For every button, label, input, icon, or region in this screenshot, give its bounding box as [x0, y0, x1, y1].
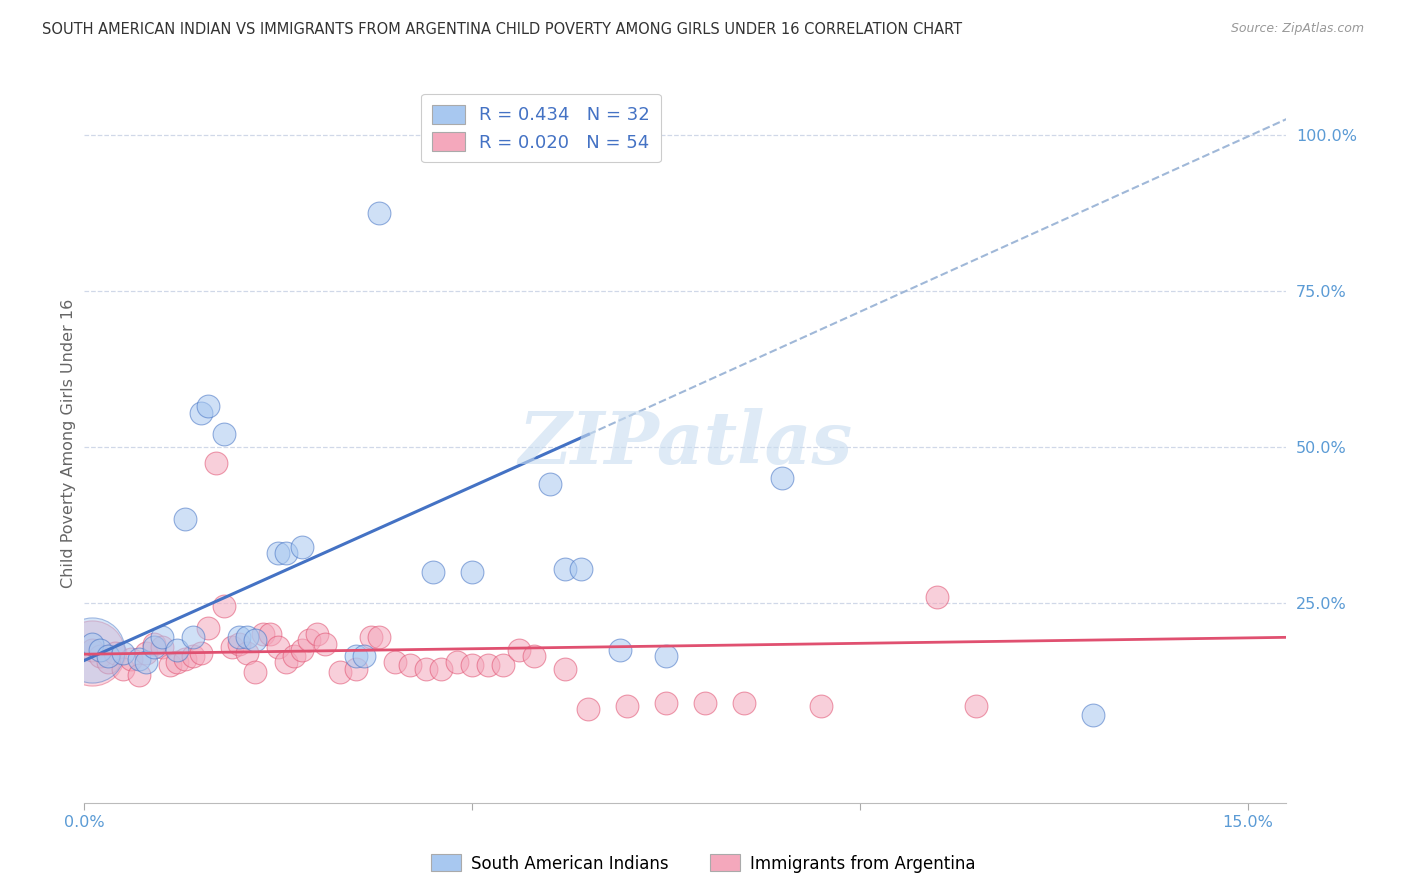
Point	[212, 599, 235, 614]
Point	[89, 649, 111, 664]
Point	[120, 652, 142, 666]
Point	[344, 662, 367, 676]
Point	[569, 562, 592, 576]
Point	[384, 655, 406, 669]
Point	[927, 590, 949, 604]
Point	[197, 400, 219, 414]
Point	[236, 631, 259, 645]
Point	[128, 667, 150, 682]
Point	[228, 637, 250, 651]
Point	[205, 456, 228, 470]
Point	[298, 633, 321, 648]
Point	[693, 696, 716, 710]
Legend: R = 0.434   N = 32, R = 0.020   N = 54: R = 0.434 N = 32, R = 0.020 N = 54	[422, 94, 661, 162]
Point	[267, 546, 290, 560]
Point	[143, 640, 166, 654]
Point	[461, 658, 484, 673]
Point	[329, 665, 352, 679]
Point	[655, 696, 678, 710]
Point	[415, 662, 437, 676]
Point	[492, 658, 515, 673]
Point	[150, 631, 173, 645]
Point	[344, 649, 367, 664]
Point	[422, 565, 444, 579]
Point	[221, 640, 243, 654]
Text: Source: ZipAtlas.com: Source: ZipAtlas.com	[1230, 22, 1364, 36]
Point	[128, 652, 150, 666]
Point	[97, 655, 120, 669]
Point	[554, 562, 576, 576]
Point	[166, 655, 188, 669]
Point	[82, 643, 104, 657]
Point	[212, 427, 235, 442]
Point	[353, 649, 375, 664]
Point	[159, 658, 181, 673]
Point	[461, 565, 484, 579]
Point	[135, 646, 157, 660]
Point	[290, 643, 312, 657]
Point	[274, 546, 297, 560]
Point	[135, 655, 157, 669]
Point	[243, 633, 266, 648]
Text: 0.0%: 0.0%	[65, 815, 104, 830]
Point	[252, 627, 274, 641]
Legend: South American Indians, Immigrants from Argentina: South American Indians, Immigrants from …	[425, 847, 981, 880]
Text: ZIPatlas: ZIPatlas	[519, 409, 852, 479]
Point	[82, 637, 104, 651]
Point	[112, 662, 135, 676]
Point	[174, 512, 197, 526]
Point	[267, 640, 290, 654]
Point	[166, 643, 188, 657]
Text: 15.0%: 15.0%	[1222, 815, 1274, 830]
Point	[283, 649, 305, 664]
Point	[508, 643, 530, 657]
Point	[190, 406, 212, 420]
Point	[733, 696, 755, 710]
Y-axis label: Child Poverty Among Girls Under 16: Child Poverty Among Girls Under 16	[60, 299, 76, 589]
Point	[150, 640, 173, 654]
Point	[368, 631, 391, 645]
Point	[538, 477, 561, 491]
Point	[477, 658, 499, 673]
Point	[181, 631, 204, 645]
Point	[965, 699, 987, 714]
Point	[1081, 708, 1104, 723]
Point	[770, 471, 793, 485]
Point	[290, 540, 312, 554]
Point	[446, 655, 468, 669]
Point	[181, 649, 204, 664]
Point	[143, 637, 166, 651]
Point	[655, 649, 678, 664]
Point	[236, 646, 259, 660]
Text: SOUTH AMERICAN INDIAN VS IMMIGRANTS FROM ARGENTINA CHILD POVERTY AMONG GIRLS UND: SOUTH AMERICAN INDIAN VS IMMIGRANTS FROM…	[42, 22, 962, 37]
Point	[810, 699, 832, 714]
Point	[616, 699, 638, 714]
Point	[430, 662, 453, 676]
Point	[259, 627, 281, 641]
Point	[314, 637, 336, 651]
Point	[360, 631, 382, 645]
Point	[89, 643, 111, 657]
Point	[97, 649, 120, 664]
Point	[190, 646, 212, 660]
Point	[82, 646, 104, 660]
Point	[578, 702, 600, 716]
Point	[112, 646, 135, 660]
Point	[243, 665, 266, 679]
Point	[305, 627, 328, 641]
Point	[104, 646, 127, 660]
Point	[197, 621, 219, 635]
Point	[82, 643, 104, 657]
Point	[228, 631, 250, 645]
Point	[399, 658, 422, 673]
Point	[609, 643, 631, 657]
Point	[274, 655, 297, 669]
Point	[523, 649, 546, 664]
Point	[174, 652, 197, 666]
Point	[554, 662, 576, 676]
Point	[368, 206, 391, 220]
